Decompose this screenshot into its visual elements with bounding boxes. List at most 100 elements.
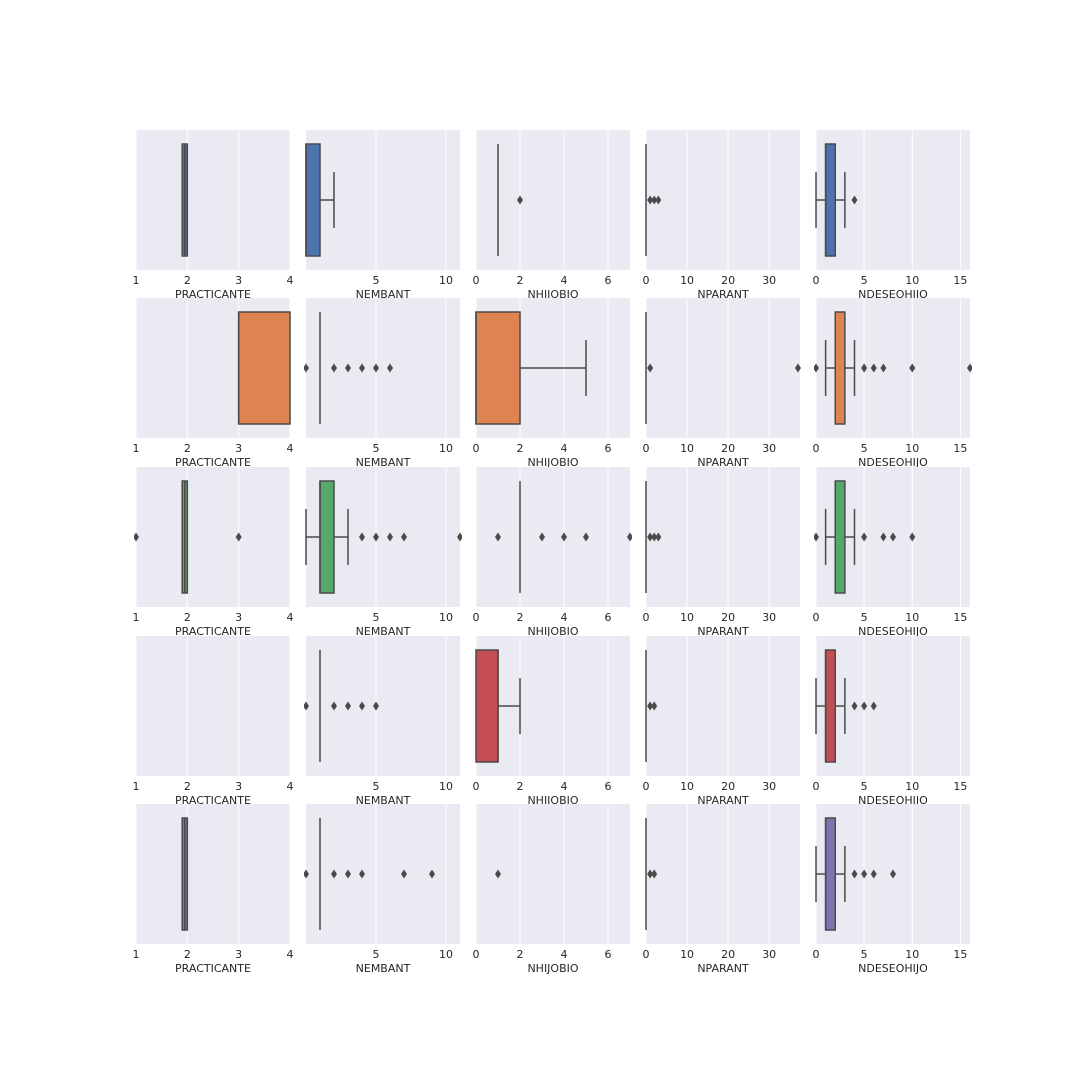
tick-label: 2 [184, 780, 191, 793]
plot-background [136, 636, 290, 776]
outlier [651, 869, 658, 879]
tick-label: 4 [287, 948, 294, 961]
outlier [870, 701, 877, 711]
outlier [495, 869, 501, 879]
axis-label: NPARANT [697, 456, 749, 469]
panel-r1-c1: 1 2 3 4 PRACTICANTE [133, 130, 294, 301]
plot-background [646, 636, 800, 776]
tick-label: 10 [905, 948, 919, 961]
tick-label: 10 [680, 274, 694, 287]
outlier [651, 195, 658, 205]
outlier [794, 363, 801, 373]
tick-label: 4 [561, 780, 568, 793]
plot-background [476, 804, 630, 944]
panel-r1-c5: 0 5 10 15 NDESEOHIJO [813, 130, 970, 301]
plot-area [815, 649, 877, 763]
tick-label: 0 [813, 780, 820, 793]
tick-label: 2 [184, 948, 191, 961]
box [475, 311, 521, 425]
axis-label: NDESEOHIJO [858, 456, 928, 469]
outlier [359, 363, 365, 373]
outlier [851, 195, 858, 205]
panel-r4-c1: 1 2 3 4 PRACTICANTE [133, 636, 294, 807]
tick-label: 6 [605, 442, 612, 455]
plot-background [306, 804, 460, 944]
outlier [373, 532, 379, 542]
plot-background [476, 130, 630, 270]
tick-label: 3 [235, 442, 242, 455]
tick-label: 5 [861, 780, 868, 793]
panel-r2-c1: 1 2 3 4 PRACTICANTE [133, 298, 294, 469]
outlier [331, 701, 337, 711]
plot-background [136, 130, 290, 270]
tick-label: 30 [762, 780, 776, 793]
tick-label: 2 [517, 948, 524, 961]
outlier [134, 532, 139, 542]
tick-label: 20 [721, 948, 735, 961]
outlier [304, 363, 309, 373]
outlier [851, 869, 858, 879]
tick-label: 10 [905, 442, 919, 455]
box [834, 480, 846, 594]
tick-label: 5 [861, 948, 868, 961]
outlier [909, 363, 916, 373]
tick-label: 3 [235, 780, 242, 793]
tick-label: 10 [680, 948, 694, 961]
tick-label: 4 [561, 948, 568, 961]
outlier [561, 532, 567, 542]
plot-area [304, 818, 435, 930]
tick-label: 0 [643, 948, 650, 961]
box [237, 311, 291, 425]
tick-label: 4 [287, 780, 294, 793]
outlier [655, 532, 662, 542]
axis-label: PRACTICANTE [175, 962, 251, 975]
axis-label: NDESEOHIJO [858, 625, 928, 638]
tick-label: 10 [439, 611, 453, 624]
tick-label: 10 [680, 611, 694, 624]
tick-label: 2 [517, 780, 524, 793]
tick-label: 30 [762, 948, 776, 961]
box [834, 311, 846, 425]
axis-label: NHIJOBIO [527, 625, 578, 638]
panel-r3-c3: 0 2 4 6 NHIJOBIO [473, 467, 632, 638]
outlier [387, 363, 393, 373]
tick-label: 10 [905, 611, 919, 624]
tick-label: 0 [473, 274, 480, 287]
outlier [814, 532, 819, 542]
tick-label: 0 [473, 780, 480, 793]
tick-label: 10 [905, 780, 919, 793]
panel-r5-c3: 0 2 4 6 NHIJOBIO [473, 804, 630, 975]
axis-label: PRACTICANTE [175, 288, 251, 301]
panel-r4-c2: 5 10 NEMBANT [304, 636, 460, 807]
outlier [651, 701, 658, 711]
plot-area [475, 649, 521, 763]
plot-area [475, 311, 587, 425]
panel-r2-c4: 0 10 20 30 NPARANT [643, 298, 801, 469]
outlier [401, 532, 407, 542]
tick-label: 6 [605, 780, 612, 793]
axis-label: NEMBANT [356, 962, 411, 975]
tick-label: 0 [473, 611, 480, 624]
outlier [401, 869, 407, 879]
axis-label: NEMBANT [356, 794, 411, 807]
outlier [814, 363, 819, 373]
tick-label: 20 [721, 780, 735, 793]
tick-label: 0 [813, 442, 820, 455]
tick-label: 5 [861, 611, 868, 624]
outlier [359, 869, 365, 879]
outlier [457, 532, 462, 542]
tick-label: 5 [373, 442, 380, 455]
tick-label: 3 [235, 611, 242, 624]
plot-area [237, 311, 291, 425]
outlier [345, 869, 351, 879]
axis-label: NPARANT [697, 625, 749, 638]
panel-r3-c1: 1 2 3 4 PRACTICANTE [133, 467, 294, 638]
tick-label: 20 [721, 442, 735, 455]
plot-background [306, 298, 460, 438]
outlier [304, 869, 309, 879]
axis-label: PRACTICANTE [175, 625, 251, 638]
tick-label: 5 [373, 611, 380, 624]
tick-label: 1 [133, 948, 140, 961]
outlier [861, 869, 868, 879]
panel-r5-c1: 1 2 3 4 PRACTICANTE [133, 804, 294, 975]
